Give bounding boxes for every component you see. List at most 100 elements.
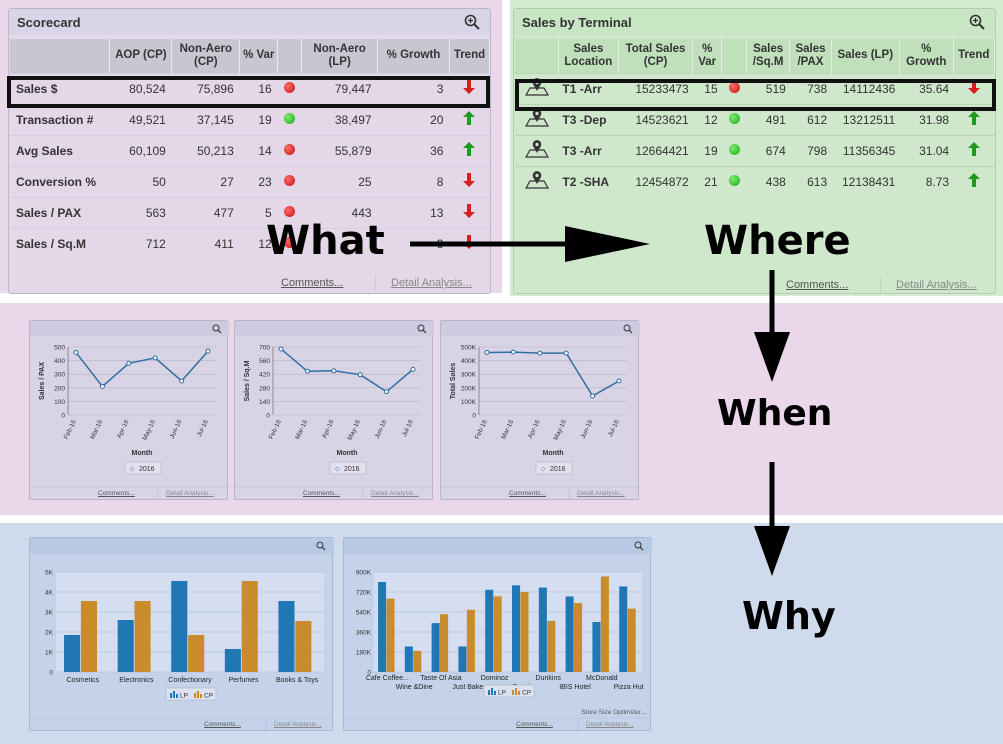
table-row[interactable]: Sales / PAX 563 477 5 443 13: [10, 196, 490, 228]
bar[interactable]: [565, 596, 574, 672]
value-cell: 12664421: [618, 134, 693, 166]
table-row[interactable]: T3 -Arr 12664421 19 674 798 11356345 31.04: [515, 134, 995, 166]
legend: [535, 461, 573, 475]
bar[interactable]: [512, 585, 521, 672]
zoom-icon[interactable]: [623, 324, 633, 334]
bar[interactable]: [188, 635, 205, 672]
x-tick-label: Jun-16: [580, 419, 595, 440]
x-tick-label: Dominoz: [481, 675, 509, 682]
bar[interactable]: [547, 620, 556, 672]
data-point[interactable]: [616, 378, 622, 384]
location-cell: [515, 165, 559, 197]
series-line: [75, 350, 209, 388]
store-size-optimizer-link[interactable]: Store Size Optimizer...: [581, 709, 646, 716]
bar[interactable]: [386, 598, 395, 672]
bar[interactable]: [404, 646, 413, 672]
data-point[interactable]: [484, 349, 490, 355]
zoom-icon[interactable]: [634, 541, 644, 551]
zoom-icon[interactable]: [417, 324, 427, 334]
data-point[interactable]: [304, 368, 310, 374]
arrow-what-to-where: [410, 226, 650, 262]
data-point[interactable]: [179, 378, 185, 384]
scorecard-detail-link[interactable]: Detail Analysis...: [391, 277, 472, 289]
table-row[interactable]: Transaction #49,521 37,145 19 38,497 20: [10, 103, 490, 135]
bar[interactable]: [600, 576, 609, 672]
detail-analysis-link[interactable]: Detail Analysis...: [166, 490, 214, 497]
zoom-icon[interactable]: [316, 541, 326, 551]
bar[interactable]: [458, 646, 467, 672]
bar[interactable]: [466, 609, 475, 672]
bar[interactable]: [574, 603, 583, 672]
bar[interactable]: [278, 601, 295, 672]
data-point[interactable]: [126, 360, 132, 366]
data-point[interactable]: [563, 350, 569, 356]
value-cell: 12: [239, 227, 278, 259]
bar[interactable]: [117, 620, 134, 672]
comments-link[interactable]: Comments...: [516, 721, 553, 728]
bar[interactable]: [80, 601, 98, 672]
arrow-up-icon: [967, 173, 980, 188]
bar[interactable]: [520, 592, 529, 672]
bar[interactable]: [224, 649, 241, 672]
data-point[interactable]: [205, 348, 211, 354]
bar[interactable]: [592, 622, 601, 672]
value-cell: 15233473: [618, 72, 693, 104]
detail-analysis-link[interactable]: Detail Analysis...: [371, 490, 419, 497]
y-axis-label: Sales / Sq.M: [244, 360, 251, 401]
bar[interactable]: [431, 623, 440, 672]
bar[interactable]: [171, 581, 188, 672]
status-cell: [277, 134, 302, 166]
bar[interactable]: [295, 621, 312, 672]
x-tick-label: Just Bake: [452, 684, 483, 691]
detail-analysis-link[interactable]: Detail Analysis...: [586, 721, 634, 728]
bar[interactable]: [440, 614, 449, 672]
bar[interactable]: [64, 635, 81, 672]
comments-link[interactable]: Comments...: [509, 490, 546, 497]
terminal-detail-link[interactable]: Detail Analysis...: [896, 279, 977, 291]
data-point[interactable]: [590, 393, 596, 399]
scorecard-comments-link[interactable]: Comments...: [281, 277, 344, 289]
zoom-icon[interactable]: [969, 14, 985, 30]
legend-label: 2016: [139, 466, 155, 473]
table-row[interactable]: Sales / Sq.M712411123: [10, 227, 490, 259]
bar[interactable]: [134, 601, 151, 672]
y-tick-label: 280: [259, 385, 270, 392]
terminal-comments-link[interactable]: Comments...: [786, 279, 849, 291]
comments-link[interactable]: Comments...: [98, 490, 135, 497]
data-point[interactable]: [99, 383, 105, 389]
bar[interactable]: [627, 608, 636, 672]
bar[interactable]: [538, 587, 547, 672]
value-cell: 613: [789, 165, 832, 197]
data-point[interactable]: [357, 372, 363, 378]
table-row[interactable]: Conversion % 50 27 23 25 8: [10, 165, 490, 197]
bar[interactable]: [493, 596, 502, 672]
data-point[interactable]: [384, 389, 390, 395]
y-tick-label: 5K: [45, 570, 54, 577]
table-row[interactable]: Avg Sales 60,109 50,213 14 55,879 36: [10, 134, 490, 166]
data-point[interactable]: [510, 349, 516, 355]
detail-analysis-link[interactable]: Detail Analysis...: [577, 490, 625, 497]
table-row[interactable]: T1 -Arr 15233473 15 519 738 14112436 35.64: [515, 72, 995, 104]
comments-link[interactable]: Comments...: [204, 721, 241, 728]
data-point[interactable]: [73, 349, 79, 355]
data-point[interactable]: [278, 346, 284, 352]
data-point[interactable]: [410, 366, 416, 372]
detail-analysis-link[interactable]: Detail Analysis...: [274, 721, 322, 728]
data-point[interactable]: [152, 355, 158, 361]
bar[interactable]: [413, 650, 422, 672]
data-point[interactable]: [537, 350, 543, 356]
bar[interactable]: [485, 589, 494, 672]
data-point[interactable]: [331, 368, 337, 374]
bar[interactable]: [378, 582, 387, 672]
x-tick-label: Jun-16: [374, 419, 389, 440]
zoom-icon[interactable]: [212, 324, 222, 334]
x-tick-label: Jul-16: [401, 419, 415, 438]
scorecard-header: [10, 39, 111, 73]
zoom-icon[interactable]: [464, 14, 480, 30]
map-pin-icon: [524, 109, 549, 127]
terminal-header: Sales /PAX: [789, 39, 832, 73]
bar[interactable]: [619, 586, 628, 672]
comments-link[interactable]: Comments...: [303, 490, 340, 497]
table-row[interactable]: T2 -SHA 12454872 21 438 613 12138431 8.73: [515, 165, 995, 197]
bar[interactable]: [241, 581, 258, 672]
